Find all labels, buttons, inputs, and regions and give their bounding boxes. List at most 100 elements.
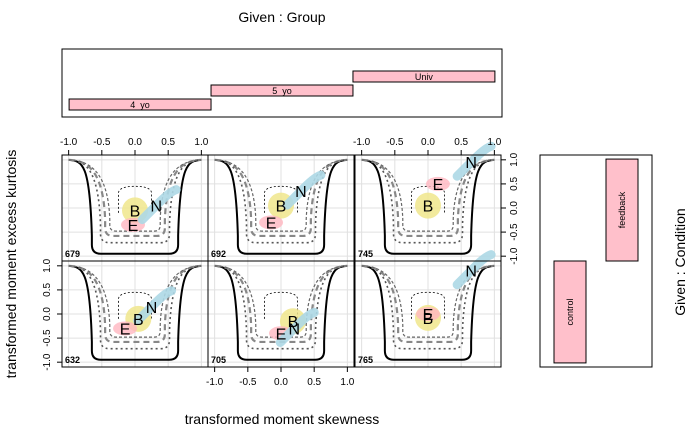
panel-id-label: 632	[65, 355, 80, 365]
panel-id-label: 692	[211, 249, 226, 259]
y-tick-label: -1.0	[42, 353, 53, 371]
E-point-cloud	[113, 321, 138, 336]
marker-B: B	[423, 311, 434, 328]
reference-oval	[118, 185, 152, 213]
E-point-cloud	[425, 176, 450, 191]
marker-N: N	[295, 184, 307, 201]
y-tick-label: -1.0	[509, 247, 520, 265]
N-point-cloud	[452, 250, 496, 290]
marker-E: E	[433, 177, 444, 194]
marker-E: E	[266, 215, 277, 232]
panel-745: BE N 745	[354, 141, 502, 262]
y-tick-label: 1.0	[42, 258, 53, 272]
x-axis-label: transformed moment skewness	[185, 411, 380, 427]
x-tick-label: -0.5	[239, 377, 257, 388]
reference-curve	[214, 265, 348, 350]
reference-curve	[68, 158, 202, 255]
reference-curve	[214, 159, 348, 244]
marker-E: E	[120, 321, 131, 338]
reference-curve	[361, 159, 495, 232]
reference-curve	[68, 158, 202, 238]
y-tick-label: 0.0	[509, 201, 520, 215]
x-tick-label: 1.0	[487, 137, 501, 148]
group-interval-label: 4_yo	[130, 100, 150, 110]
panel-692: BE N 692	[207, 154, 355, 262]
x-tick-label: 1.0	[340, 377, 354, 388]
reference-curve	[361, 264, 495, 361]
panel-679: BEN 679	[61, 154, 209, 262]
reference-curve	[68, 264, 202, 361]
y-tick-label: 0.5	[509, 177, 520, 191]
marker-B: B	[423, 199, 434, 216]
condition-interval-bar	[605, 158, 639, 262]
marker-B: B	[276, 199, 287, 216]
reference-curve	[361, 158, 495, 255]
panel-632: BEN 632	[61, 260, 209, 368]
x-tick-label: 0.5	[454, 137, 468, 148]
x-tick-label: 0.0	[274, 377, 288, 388]
group-interval-bar	[352, 70, 496, 83]
condition-interval-label: feedback	[617, 191, 627, 228]
marker-E: E	[128, 218, 139, 235]
reference-curve	[361, 158, 495, 238]
panel-id-label: 679	[65, 249, 80, 259]
panel-id-label: 745	[358, 249, 373, 259]
y-axis-label: transformed moment excess kurtosis	[3, 150, 19, 379]
panel-765: BE N 765	[354, 250, 502, 368]
x-tick-label: 0.0	[128, 137, 142, 148]
marker-E: E	[276, 326, 287, 343]
x-tick-label: 0.0	[421, 137, 435, 148]
x-tick-label: -1.0	[206, 377, 224, 388]
B-point-cloud	[415, 192, 441, 219]
marker-E: E	[423, 307, 434, 324]
y-tick-label: 0.0	[42, 307, 53, 321]
x-tick-label: -1.0	[353, 137, 371, 148]
N-point-cloud	[452, 141, 496, 181]
marker-N: N	[465, 264, 477, 281]
x-tick-label: -0.5	[386, 137, 404, 148]
group-interval-bar	[68, 98, 212, 111]
marker-B: B	[288, 314, 299, 331]
y-tick-label: -0.5	[509, 223, 520, 241]
condition-interval-bar	[553, 260, 587, 364]
E-point-cloud	[259, 215, 284, 230]
N-point-cloud	[133, 286, 177, 326]
condition-interval-label: control	[565, 298, 575, 325]
panel-id-label: 765	[358, 355, 373, 365]
marker-N: N	[465, 155, 477, 172]
marker-N: N	[288, 321, 300, 338]
N-point-cloud	[275, 307, 319, 347]
reference-oval	[411, 291, 445, 319]
marker-B: B	[130, 203, 141, 220]
marker-B: B	[133, 312, 144, 329]
x-tick-label: -1.0	[60, 137, 78, 148]
reference-curve	[68, 159, 202, 244]
panel-705: BE N 705	[207, 260, 355, 368]
x-tick-label: 1.0	[194, 137, 208, 148]
reference-oval	[118, 291, 152, 319]
x-tick-label: 0.5	[307, 377, 321, 388]
panel-id-label: 705	[211, 355, 226, 365]
marker-N: N	[146, 300, 158, 317]
group-interval-label: Univ	[415, 72, 434, 82]
reference-curve	[361, 265, 495, 338]
marker-N: N	[150, 199, 162, 216]
reference-oval	[264, 291, 298, 319]
group-interval-bar	[210, 84, 354, 97]
reference-curve	[361, 265, 495, 350]
reference-oval	[411, 185, 445, 213]
reference-curve	[214, 264, 348, 361]
reference-curve	[68, 265, 202, 338]
panel-frame	[354, 260, 502, 368]
group-interval-label: 5_yo	[272, 86, 292, 96]
y-tick-label: -0.5	[42, 329, 53, 347]
E-point-cloud	[416, 307, 440, 321]
given-group-title: Given : Group	[238, 9, 325, 25]
reference-curve	[361, 159, 495, 244]
reference-curve	[214, 159, 348, 232]
reference-curve	[214, 158, 348, 255]
N-point-cloud	[137, 185, 181, 225]
y-tick-label: 0.5	[42, 283, 53, 297]
N-point-cloud	[282, 170, 326, 210]
